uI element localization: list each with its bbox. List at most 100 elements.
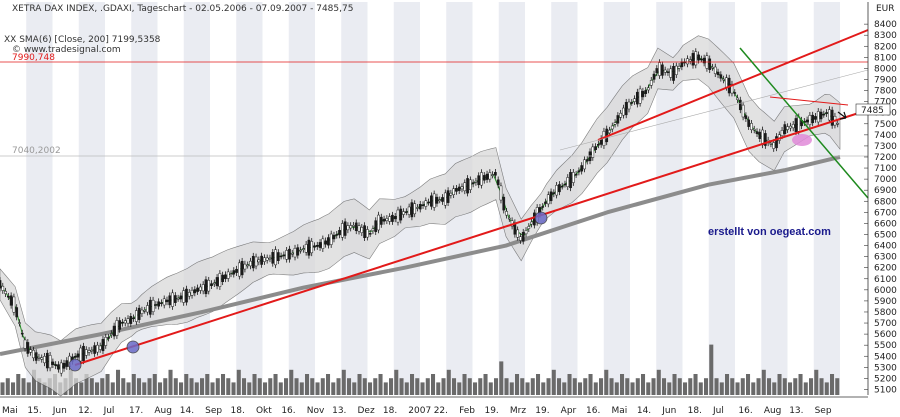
candle-body bbox=[722, 78, 725, 81]
candle-body bbox=[363, 225, 366, 238]
time-stripe bbox=[131, 2, 158, 395]
candle-body bbox=[212, 282, 216, 285]
candle-body bbox=[477, 175, 481, 186]
x-tick-label: 12. bbox=[78, 406, 92, 416]
candle-body bbox=[168, 295, 172, 306]
candle-body bbox=[613, 122, 617, 125]
volume-bar bbox=[609, 378, 614, 395]
watermark: © www.tradesignal.com bbox=[12, 45, 121, 55]
candle-body bbox=[663, 69, 667, 73]
y-tick-label: 7000 bbox=[874, 175, 897, 185]
candle-body bbox=[630, 102, 634, 104]
candle-body bbox=[276, 252, 280, 261]
candle-body bbox=[608, 129, 611, 134]
volume-bar bbox=[89, 378, 94, 395]
volume-bar bbox=[761, 369, 766, 395]
volume-bar bbox=[352, 382, 357, 395]
y-tick-label: 8300 bbox=[874, 31, 897, 41]
candle-body bbox=[594, 146, 597, 150]
candle-body bbox=[135, 310, 138, 322]
volume-bar bbox=[578, 382, 583, 395]
candle-body bbox=[805, 119, 809, 123]
candle-body bbox=[758, 131, 762, 139]
candle-body bbox=[132, 317, 135, 320]
candle-body bbox=[783, 124, 787, 134]
volume-bar bbox=[656, 369, 661, 395]
candle-body bbox=[627, 101, 631, 110]
y-tick-label: 7500 bbox=[874, 120, 897, 130]
candle-body bbox=[619, 113, 622, 118]
candle-body bbox=[146, 305, 149, 313]
candle-body bbox=[366, 229, 369, 238]
candle-body bbox=[460, 186, 464, 190]
candle-body bbox=[207, 280, 211, 292]
volume-bar bbox=[336, 378, 341, 395]
volume-bar bbox=[830, 374, 835, 395]
candle-body bbox=[418, 203, 422, 210]
y-tick-label: 6300 bbox=[874, 253, 897, 263]
bollinger-bands bbox=[0, 35, 841, 397]
candle-body bbox=[307, 239, 311, 256]
candle-body bbox=[129, 316, 133, 324]
volume-bar bbox=[84, 374, 89, 395]
volume-bar bbox=[730, 378, 735, 395]
ref-label-high: 7990,748 bbox=[12, 53, 55, 63]
volume-bar bbox=[310, 378, 315, 395]
candle-body bbox=[610, 125, 614, 130]
volume-bar bbox=[788, 382, 793, 395]
volume-bar bbox=[625, 378, 630, 395]
candle-body bbox=[126, 318, 130, 324]
candle-body bbox=[769, 143, 773, 145]
candle-body bbox=[410, 202, 414, 218]
volume-bar bbox=[688, 378, 693, 395]
volume-bar bbox=[814, 369, 819, 395]
volume-bar bbox=[599, 378, 604, 395]
candle-body bbox=[57, 364, 60, 370]
volume-bar bbox=[641, 374, 646, 395]
candle-body bbox=[329, 233, 333, 245]
candle-body bbox=[825, 112, 828, 114]
candle-body bbox=[797, 116, 801, 132]
candle-body bbox=[187, 292, 191, 297]
candle-body bbox=[399, 208, 403, 221]
candle-body bbox=[215, 277, 219, 287]
candle-body bbox=[260, 255, 263, 265]
volume-bar bbox=[294, 378, 299, 395]
volume-bar bbox=[746, 374, 751, 395]
x-tick-label: Aug bbox=[154, 406, 172, 416]
volume-bar bbox=[740, 378, 745, 395]
candle-body bbox=[658, 62, 661, 76]
volume-bar bbox=[215, 378, 220, 395]
candle-body bbox=[674, 65, 678, 75]
volume-bar bbox=[494, 378, 499, 395]
candle-body bbox=[285, 250, 289, 260]
candle-body bbox=[413, 203, 417, 215]
candle-body bbox=[435, 196, 439, 204]
candle-body bbox=[121, 321, 124, 324]
candle-body bbox=[452, 188, 456, 195]
touch-markers bbox=[68, 134, 812, 372]
candle-body bbox=[332, 234, 336, 240]
candle-body bbox=[335, 234, 339, 236]
candle-body bbox=[79, 347, 83, 362]
candle-body bbox=[112, 325, 116, 337]
candle-body bbox=[221, 274, 225, 282]
candle-body bbox=[90, 349, 94, 352]
y-tick-label: 6500 bbox=[874, 230, 897, 240]
volume-bar bbox=[184, 374, 189, 395]
candle-body bbox=[552, 192, 556, 195]
volume-bar bbox=[672, 374, 677, 395]
y-tick-label: 6000 bbox=[874, 286, 897, 296]
volume-bar bbox=[247, 382, 252, 395]
candle-body bbox=[491, 174, 494, 176]
x-tick-label: 17. bbox=[129, 406, 143, 416]
candle-body bbox=[463, 182, 467, 192]
volume-bar bbox=[725, 374, 730, 395]
direction-arrow bbox=[837, 111, 847, 120]
candle-body bbox=[794, 118, 798, 132]
candle-body bbox=[830, 109, 834, 126]
volume-bar bbox=[635, 378, 640, 395]
candle-body bbox=[20, 332, 24, 335]
candle-body bbox=[349, 225, 353, 229]
